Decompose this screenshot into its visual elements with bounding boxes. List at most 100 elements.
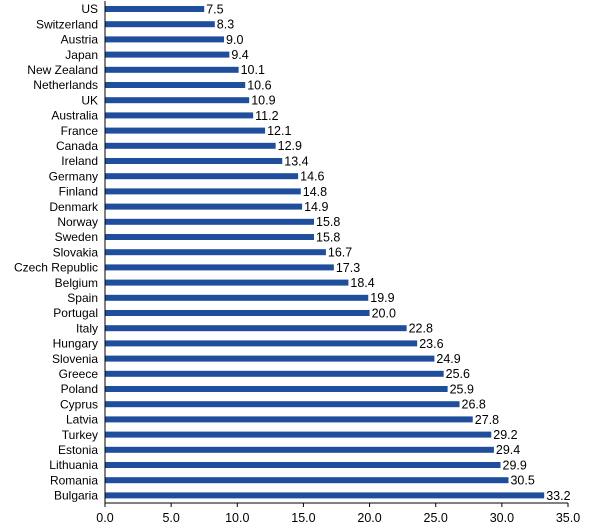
- x-tick-label: 25.0: [424, 511, 448, 525]
- bar-japan: [105, 51, 230, 58]
- category-label-uk: UK: [81, 93, 98, 107]
- bar-uk: [105, 97, 250, 104]
- x-tick-label: 10.0: [225, 511, 249, 525]
- bar-france: [105, 127, 266, 134]
- bar-new-zealand: [105, 66, 239, 73]
- category-label-portugal: Portugal: [53, 306, 98, 320]
- bar-austria: [105, 36, 225, 43]
- value-label-slovenia: 24.9: [436, 352, 460, 366]
- category-label-belgium: Belgium: [55, 276, 98, 290]
- category-label-canada: Canada: [56, 139, 98, 153]
- category-label-ireland: Ireland: [61, 154, 98, 168]
- value-label-finland: 14.8: [303, 185, 327, 199]
- category-label-netherlands: Netherlands: [33, 78, 98, 92]
- value-label-spain: 19.9: [370, 291, 394, 305]
- category-label-czech-republic: Czech Republic: [14, 261, 98, 275]
- category-label-bulgaria: Bulgaria: [54, 489, 98, 503]
- x-tick-label: 30.0: [490, 511, 514, 525]
- category-label-switzerland: Switzerland: [36, 17, 98, 31]
- bar-slovakia: [105, 249, 326, 256]
- category-label-turkey: Turkey: [62, 428, 98, 442]
- category-label-finland: Finland: [59, 185, 98, 199]
- value-label-bulgaria: 33.2: [546, 489, 570, 503]
- category-label-lithuania: Lithuania: [49, 458, 98, 472]
- value-label-uk: 10.9: [251, 94, 275, 108]
- bar-sweden: [105, 234, 315, 240]
- bar-poland: [105, 386, 448, 392]
- value-label-czech-republic: 17.3: [336, 261, 360, 275]
- bars-group: [105, 6, 545, 499]
- category-label-sweden: Sweden: [55, 230, 98, 244]
- value-label-netherlands: 10.6: [247, 78, 271, 92]
- category-label-poland: Poland: [61, 382, 98, 396]
- value-label-slovakia: 16.7: [328, 246, 352, 260]
- value-label-sweden: 15.8: [316, 230, 340, 244]
- value-label-belgium: 18.4: [350, 276, 374, 290]
- value-label-lithuania: 29.9: [503, 458, 527, 472]
- category-label-denmark: Denmark: [49, 200, 99, 214]
- value-label-hungary: 23.6: [419, 337, 443, 351]
- bar-netherlands: [105, 82, 246, 88]
- x-tick-label: 15.0: [291, 511, 315, 525]
- value-label-greece: 25.6: [446, 367, 470, 381]
- bar-latvia: [105, 416, 473, 423]
- value-label-romania: 30.5: [510, 474, 534, 488]
- category-label-spain: Spain: [67, 291, 98, 305]
- x-tick-label: 20.0: [357, 511, 381, 525]
- category-label-germany: Germany: [49, 169, 98, 183]
- value-label-japan: 9.4: [231, 48, 248, 62]
- category-label-france: France: [61, 124, 99, 138]
- bar-us: [105, 6, 205, 12]
- x-tick-label: 5.0: [162, 511, 179, 525]
- value-label-denmark: 14.9: [304, 200, 328, 214]
- value-label-new-zealand: 10.1: [241, 63, 265, 77]
- category-label-us: US: [81, 2, 98, 16]
- value-label-switzerland: 8.3: [217, 18, 234, 32]
- bar-spain: [105, 294, 369, 301]
- bar-ireland: [105, 158, 283, 164]
- value-label-latvia: 27.8: [475, 413, 499, 427]
- bar-finland: [105, 188, 301, 195]
- bar-cyprus: [105, 401, 460, 408]
- bar-italy: [105, 325, 407, 332]
- value-label-estonia: 29.4: [496, 443, 520, 457]
- value-labels-group: 7.5 8.39.09.410.110.6 10.911.212.112.913.4…: [206, 2, 570, 502]
- bar-belgium: [105, 279, 349, 286]
- value-label-germany: 14.6: [300, 170, 324, 184]
- bar-germany: [105, 173, 299, 180]
- category-label-japan: Japan: [65, 48, 98, 62]
- value-label-austria: 9.0: [226, 33, 243, 47]
- x-tick-label: 0.0: [96, 511, 113, 525]
- bar-denmark: [105, 203, 303, 210]
- bar-greece: [105, 370, 444, 377]
- value-label-turkey: 29.2: [493, 428, 517, 442]
- value-label-ireland: 13.4: [284, 154, 308, 168]
- bar-slovenia: [105, 355, 435, 362]
- category-label-cyprus: Cyprus: [60, 397, 98, 411]
- value-label-cyprus: 26.8: [462, 398, 486, 412]
- value-label-us: 7.5: [206, 2, 223, 16]
- category-label-slovenia: Slovenia: [52, 352, 98, 366]
- bar-romania: [105, 477, 509, 484]
- category-label-greece: Greece: [59, 367, 99, 381]
- value-label-norway: 15.8: [316, 215, 340, 229]
- x-ticks-group: 0.0 5.0 10.0 15.0 20.0 25.0 30.0 35.0: [96, 503, 580, 525]
- category-label-estonia: Estonia: [58, 443, 98, 457]
- category-label-austria: Austria: [61, 33, 99, 47]
- bar-lithuania: [105, 462, 501, 468]
- bar-turkey: [105, 431, 492, 438]
- category-label-romania: Romania: [50, 473, 98, 487]
- category-label-australia: Australia: [51, 109, 98, 123]
- bar-norway: [105, 218, 315, 225]
- bar-canada: [105, 142, 276, 149]
- category-label-slovakia: Slovakia: [53, 245, 99, 259]
- value-label-canada: 12.9: [278, 139, 302, 153]
- category-label-italy: Italy: [76, 321, 98, 335]
- value-label-portugal: 20.0: [372, 306, 396, 320]
- bar-hungary: [105, 340, 418, 347]
- bar-estonia: [105, 446, 494, 453]
- value-label-australia: 11.2: [255, 109, 278, 123]
- category-label-latvia: Latvia: [66, 413, 98, 427]
